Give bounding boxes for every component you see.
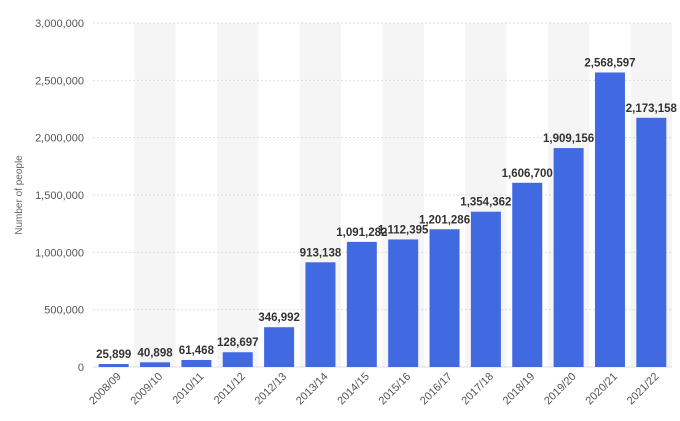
bar[interactable] xyxy=(305,262,336,367)
y-tick-label: 0 xyxy=(78,362,84,374)
bar[interactable] xyxy=(264,327,295,367)
bar[interactable] xyxy=(140,362,171,367)
y-tick-label: 1,000,000 xyxy=(35,247,84,259)
x-tick-label: 2013/14 xyxy=(294,371,331,408)
x-tick-label: 2019/20 xyxy=(542,371,579,408)
x-tick-label: 2014/15 xyxy=(335,371,372,408)
bar[interactable] xyxy=(388,239,419,367)
data-label: 1,606,700 xyxy=(502,168,553,180)
bar[interactable] xyxy=(181,359,212,367)
bar[interactable] xyxy=(553,148,584,367)
bar[interactable] xyxy=(98,364,129,367)
bars xyxy=(98,72,667,368)
bar[interactable] xyxy=(636,117,667,367)
data-label: 913,138 xyxy=(300,247,342,259)
x-tick-label: 2009/10 xyxy=(129,371,166,408)
x-tick-label: 2010/11 xyxy=(170,371,206,407)
bar[interactable] xyxy=(594,72,625,368)
bar[interactable] xyxy=(222,352,253,367)
data-label: 1,909,156 xyxy=(543,133,594,145)
data-label: 25,899 xyxy=(96,349,131,361)
x-tick-label: 2020/21 xyxy=(583,371,620,408)
y-tick-label: 1,500,000 xyxy=(35,190,84,202)
x-tick-label: 2018/19 xyxy=(501,371,538,408)
bar[interactable] xyxy=(470,211,501,367)
data-label: 2,568,597 xyxy=(584,57,635,69)
data-label: 1,201,286 xyxy=(419,214,470,226)
bar[interactable] xyxy=(346,241,377,367)
data-label: 1,112,395 xyxy=(378,224,429,236)
y-tick-label: 2,000,000 xyxy=(35,133,84,145)
y-tick-label: 2,500,000 xyxy=(35,75,84,87)
data-label: 346,992 xyxy=(258,312,300,324)
x-tick-label: 2015/16 xyxy=(377,371,414,408)
y-tick-label: 500,000 xyxy=(44,305,84,317)
data-label: 1,091,282 xyxy=(336,227,387,239)
x-tick-label: 2017/18 xyxy=(459,371,496,408)
data-label: 1,354,362 xyxy=(460,197,511,209)
x-tick-label: 2012/13 xyxy=(253,371,290,408)
y-axis-tick-labels: 0 500,000 1,000,000 1,500,000 2,000,000 2,500… xyxy=(35,18,84,374)
x-tick-label: 2011/12 xyxy=(212,371,248,407)
y-axis-title: Number of people xyxy=(14,155,25,235)
data-label: 40,898 xyxy=(137,347,173,359)
bar[interactable] xyxy=(429,229,460,367)
data-label: 128,697 xyxy=(217,337,259,349)
x-axis-tick-labels: 2008/09 2009/10 2010/11 2011/12 2012/13 2013/… xyxy=(87,371,661,408)
bar[interactable] xyxy=(512,182,543,367)
x-tick-label: 2021/22 xyxy=(625,371,662,408)
data-label: 2,173,158 xyxy=(626,103,678,115)
data-label: 61,468 xyxy=(179,345,215,357)
y-tick-label: 3,000,000 xyxy=(35,18,84,30)
x-tick-label: 2008/09 xyxy=(87,371,124,408)
x-tick-label: 2016/17 xyxy=(418,371,455,408)
